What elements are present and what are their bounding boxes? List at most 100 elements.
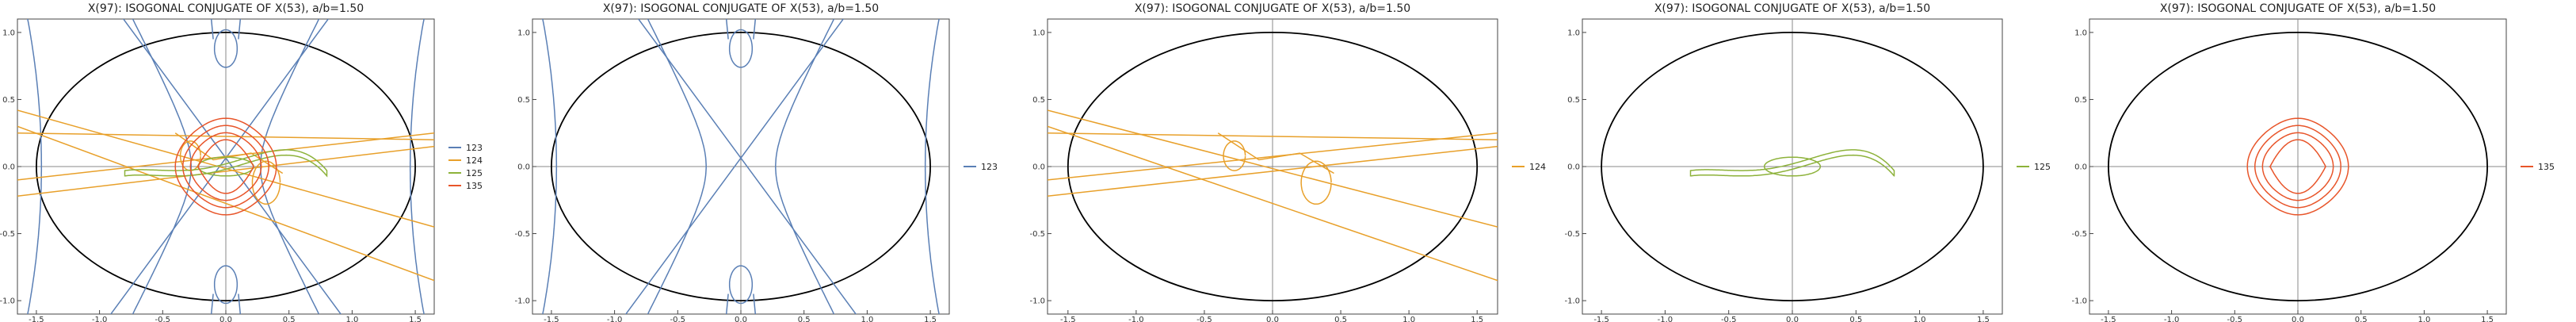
x-tick-label: 0.0 <box>1786 316 1799 322</box>
series-123-curve <box>122 19 342 314</box>
y-tick-label: 0.5 <box>2 96 15 105</box>
legend-label: 124 <box>466 155 483 166</box>
curves-group <box>1601 32 1984 301</box>
x-tick-label: 1.0 <box>861 316 873 322</box>
x-tick-label: -1.0 <box>607 316 623 322</box>
series-124-curve <box>17 145 434 197</box>
y-tick-label: -0.5 <box>2071 230 2087 239</box>
x-tick-label: 1.5 <box>1977 316 1990 322</box>
y-tick-label: -1.0 <box>0 297 15 306</box>
series-124-curve <box>1048 109 1498 228</box>
x-tick-label: 0.5 <box>283 316 296 322</box>
ellipse-curve <box>1601 32 1984 301</box>
series-123-curve <box>725 293 729 314</box>
series-124-curve <box>1048 125 1498 282</box>
chart-panel-2: X(97): ISOGONAL CONJUGATE OF X(53), a/b=… <box>514 2 998 322</box>
x-tick-label: 1.5 <box>409 316 422 322</box>
x-tick-label: 1.5 <box>1471 316 1483 322</box>
y-tick-label: -1.0 <box>2071 297 2087 306</box>
series-135-curve <box>2261 132 2334 201</box>
series-123-curve <box>409 19 425 314</box>
series-123-curve <box>725 19 729 40</box>
x-tick-label: -1.0 <box>1658 316 1673 322</box>
series-124-curve <box>1217 132 1334 174</box>
y-tick-label: 1.0 <box>1567 29 1580 37</box>
series-123-curve <box>924 19 940 314</box>
x-tick-label: -1.0 <box>1128 316 1144 322</box>
chart-panel-4: X(97): ISOGONAL CONJUGATE OF X(53), a/b=… <box>1564 2 2051 322</box>
chart-title: X(97): ISOGONAL CONJUGATE OF X(53), a/b=… <box>1135 2 1410 15</box>
y-tick-label: 1.0 <box>1032 29 1045 37</box>
series-124-curve <box>17 125 434 282</box>
x-tick-label: -1.5 <box>1593 316 1609 322</box>
series-124-curve <box>251 160 281 205</box>
ellipse-curve <box>36 32 416 301</box>
series-123-curve <box>753 19 757 40</box>
y-tick-label: -0.5 <box>1029 230 1045 239</box>
chart-title: X(97): ISOGONAL CONJUGATE OF X(53), a/b=… <box>2160 2 2436 15</box>
x-tick-label: -1.5 <box>1060 316 1076 322</box>
x-tick-label: -0.5 <box>155 316 171 322</box>
series-124-curve <box>1048 132 1498 140</box>
series-135-curve <box>189 132 262 201</box>
x-tick-label: 0.5 <box>1849 316 1862 322</box>
curves-group <box>542 19 940 314</box>
x-tick-label: 0.0 <box>1266 316 1279 322</box>
series-124-curve <box>17 132 434 140</box>
series-135-curve <box>2269 139 2327 194</box>
curves-group <box>1048 32 1498 301</box>
legend-label: 135 <box>466 181 483 191</box>
series-135-curve <box>182 125 269 209</box>
legend-label: 124 <box>1529 162 1546 172</box>
y-tick-label: -1.0 <box>1564 297 1580 306</box>
series-123-curve <box>210 19 214 40</box>
y-tick-label: -1.0 <box>514 297 530 306</box>
x-tick-label: -0.5 <box>1196 316 1212 322</box>
x-tick-label: -0.5 <box>2227 316 2243 322</box>
x-tick-label: -1.0 <box>92 316 108 322</box>
ellipse-curve <box>551 32 931 301</box>
series-123-curve <box>753 293 757 314</box>
chart-title: X(97): ISOGONAL CONJUGATE OF X(53), a/b=… <box>1654 2 1930 15</box>
x-tick-label: 0.0 <box>735 316 747 322</box>
series-123-curve <box>238 293 242 314</box>
ellipse-curve <box>2108 32 2488 301</box>
y-tick-label: -0.5 <box>514 230 530 239</box>
y-tick-label: 0.5 <box>1567 96 1580 105</box>
series-123-curve <box>210 293 214 314</box>
series-123-curve <box>637 19 857 314</box>
series-124-curve <box>174 132 284 174</box>
x-tick-label: -1.0 <box>2164 316 2180 322</box>
x-tick-label: 0.0 <box>2292 316 2304 322</box>
series-135-curve <box>174 117 277 216</box>
legend-label: 125 <box>2034 162 2051 172</box>
series-123-curve <box>213 29 239 68</box>
x-tick-label: -0.5 <box>670 316 686 322</box>
legend-label: 135 <box>2538 162 2555 172</box>
series-124-curve <box>1300 160 1332 205</box>
series-124-curve <box>17 109 434 228</box>
x-tick-label: 1.5 <box>924 316 937 322</box>
series-124-curve <box>179 140 201 171</box>
y-tick-label: 0.0 <box>1032 163 1045 172</box>
series-123-curve <box>213 265 239 305</box>
curves-group <box>2108 32 2488 301</box>
y-tick-label: 1.0 <box>517 29 530 37</box>
series-123-curve <box>728 265 754 305</box>
legend-label: 125 <box>466 168 483 178</box>
y-tick-label: 1.0 <box>2074 29 2087 37</box>
chart-panel-3: X(97): ISOGONAL CONJUGATE OF X(53), a/b=… <box>1029 2 1546 322</box>
x-tick-label: 0.5 <box>1334 316 1347 322</box>
legend-label: 123 <box>466 143 483 153</box>
ellipse-curve <box>1067 32 1479 301</box>
y-tick-label: -1.0 <box>1029 297 1045 306</box>
y-tick-label: 0.0 <box>2 163 15 172</box>
series-123-curve <box>238 19 242 40</box>
series-135-curve <box>197 139 255 194</box>
series-123-curve <box>775 19 835 314</box>
chart-title: X(97): ISOGONAL CONJUGATE OF X(53), a/b=… <box>88 2 364 15</box>
series-123-curve <box>132 19 192 314</box>
x-tick-label: 1.5 <box>2481 316 2494 322</box>
